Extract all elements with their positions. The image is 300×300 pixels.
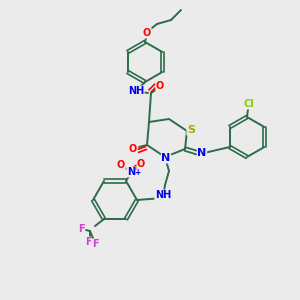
Text: O: O: [117, 160, 125, 170]
Text: O: O: [143, 28, 151, 38]
Text: F: F: [78, 224, 84, 234]
Text: Cl: Cl: [244, 99, 254, 109]
Text: O: O: [137, 159, 145, 169]
Text: NH: NH: [155, 190, 171, 200]
Text: O: O: [129, 144, 137, 154]
Text: S: S: [187, 125, 195, 135]
Text: N: N: [127, 167, 135, 177]
Text: N: N: [197, 148, 207, 158]
Text: N: N: [161, 153, 171, 163]
Text: F: F: [92, 239, 98, 249]
Text: O: O: [156, 81, 164, 91]
Text: F: F: [85, 237, 91, 247]
Text: +: +: [134, 168, 140, 177]
Text: NH: NH: [128, 86, 144, 96]
